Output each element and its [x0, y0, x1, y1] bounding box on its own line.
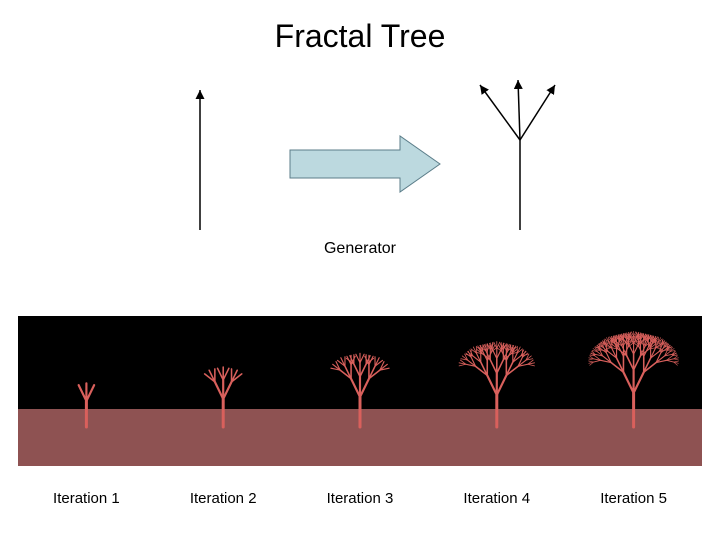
- generator-svg: [140, 80, 580, 260]
- iteration-label: Iteration 2: [155, 490, 292, 507]
- iteration-label: Iteration 5: [565, 490, 702, 507]
- page-title: Fractal Tree: [0, 18, 720, 55]
- generator-diagram: Generator: [140, 80, 580, 260]
- iteration-labels-row: Iteration 1 Iteration 2 Iteration 3 Iter…: [18, 490, 702, 507]
- iteration-label: Iteration 1: [18, 490, 155, 507]
- tree-iterations-band: [18, 316, 702, 466]
- iteration-label: Iteration 3: [292, 490, 429, 507]
- generator-label: Generator: [140, 240, 580, 258]
- tree-band-svg: [18, 316, 702, 466]
- iteration-label: Iteration 4: [428, 490, 565, 507]
